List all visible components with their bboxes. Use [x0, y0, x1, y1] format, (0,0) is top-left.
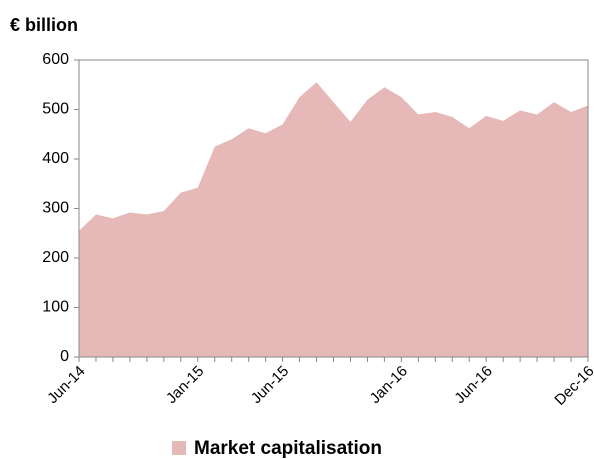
y-tick-label: 400 — [42, 150, 69, 167]
y-tick-label: 100 — [42, 299, 69, 316]
y-tick-label: 500 — [42, 101, 69, 118]
y-tick-label: 300 — [42, 200, 69, 217]
area — [79, 82, 588, 358]
y-tick-label: 200 — [42, 249, 69, 266]
chart-title: € billion — [10, 15, 78, 35]
x-tick-label: Jan-15 — [163, 363, 207, 407]
x-tick-label: Jun-14 — [44, 363, 88, 407]
x-tick-label: Jan-16 — [367, 363, 411, 407]
x-tick-label: Dec-16 — [551, 363, 594, 409]
x-tick-label: Jun-15 — [248, 363, 292, 407]
y-tick-label: 0 — [60, 348, 69, 365]
legend-swatch — [172, 441, 186, 455]
y-tick-label: 600 — [42, 51, 69, 68]
x-tick-label: Jun-16 — [451, 363, 495, 407]
legend-label: Market capitalisation — [194, 438, 382, 459]
